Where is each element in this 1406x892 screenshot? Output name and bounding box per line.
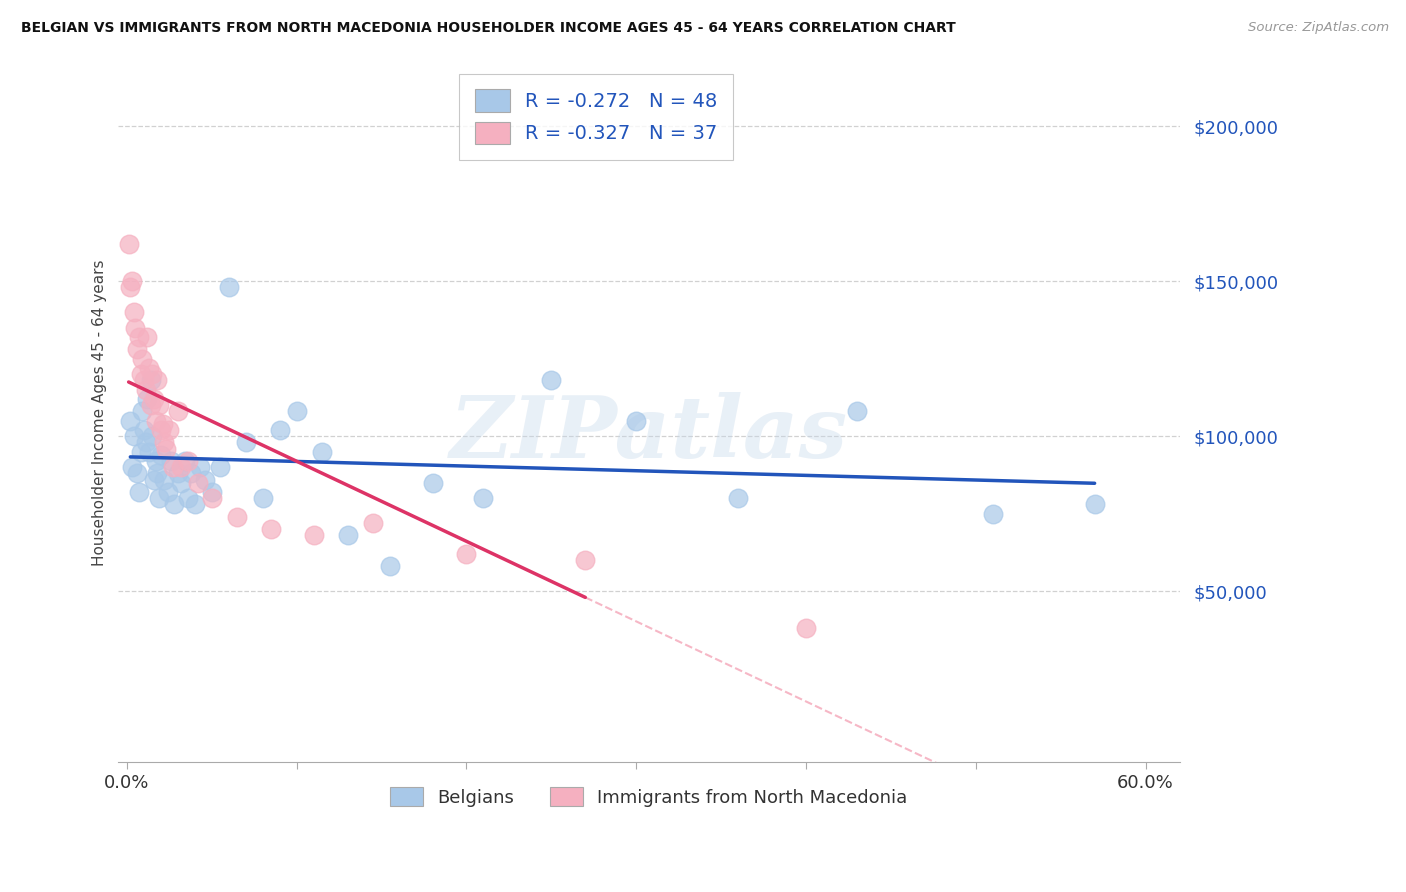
Point <box>201 491 224 506</box>
Point <box>121 460 143 475</box>
Point <box>336 528 359 542</box>
Point <box>143 392 166 406</box>
Point <box>540 373 562 387</box>
Point <box>120 414 142 428</box>
Text: Source: ZipAtlas.com: Source: ZipAtlas.com <box>1249 21 1389 34</box>
Point <box>146 373 169 387</box>
Text: BELGIAN VS IMMIGRANTS FROM NORTH MACEDONIA HOUSEHOLDER INCOME AGES 45 - 64 YEARS: BELGIAN VS IMMIGRANTS FROM NORTH MACEDON… <box>21 21 956 35</box>
Point <box>422 475 444 490</box>
Point <box>167 467 190 481</box>
Point <box>129 367 152 381</box>
Point <box>156 485 179 500</box>
Point <box>141 367 163 381</box>
Point <box>128 485 150 500</box>
Point <box>160 454 183 468</box>
Text: ZIPatlas: ZIPatlas <box>450 392 848 475</box>
Point <box>167 404 190 418</box>
Legend: Belgians, Immigrants from North Macedonia: Belgians, Immigrants from North Macedoni… <box>381 778 917 815</box>
Point <box>148 398 170 412</box>
Point <box>153 435 176 450</box>
Point <box>170 475 193 490</box>
Point <box>209 460 232 475</box>
Point <box>252 491 274 506</box>
Y-axis label: Householder Income Ages 45 - 64 years: Householder Income Ages 45 - 64 years <box>93 260 107 566</box>
Point <box>149 448 172 462</box>
Point <box>128 330 150 344</box>
Point <box>153 473 176 487</box>
Point <box>472 491 495 506</box>
Point <box>170 460 193 475</box>
Point <box>180 467 202 481</box>
Point <box>139 373 162 387</box>
Point <box>129 444 152 458</box>
Point <box>157 423 180 437</box>
Point <box>845 404 868 418</box>
Point <box>138 361 160 376</box>
Point <box>285 404 308 418</box>
Point <box>361 516 384 530</box>
Point <box>201 485 224 500</box>
Point <box>1084 497 1107 511</box>
Point <box>124 320 146 334</box>
Point <box>574 553 596 567</box>
Point <box>148 491 170 506</box>
Point <box>727 491 749 506</box>
Point <box>131 404 153 418</box>
Point <box>981 507 1004 521</box>
Point <box>145 414 167 428</box>
Point <box>194 473 217 487</box>
Point <box>146 467 169 481</box>
Point <box>122 429 145 443</box>
Point <box>135 383 157 397</box>
Point <box>145 454 167 468</box>
Point <box>136 330 159 344</box>
Point <box>218 280 240 294</box>
Point <box>302 528 325 542</box>
Point <box>135 435 157 450</box>
Point <box>117 236 139 251</box>
Point <box>177 454 200 468</box>
Point <box>152 417 174 431</box>
Point <box>260 522 283 536</box>
Point <box>626 414 648 428</box>
Point <box>794 622 817 636</box>
Point <box>138 444 160 458</box>
Point <box>131 351 153 366</box>
Point <box>456 547 478 561</box>
Point <box>143 473 166 487</box>
Point <box>136 392 159 406</box>
Point <box>188 460 211 475</box>
Point <box>149 423 172 437</box>
Point <box>132 373 155 387</box>
Point <box>162 460 184 475</box>
Point <box>127 467 149 481</box>
Point <box>120 280 142 294</box>
Point <box>378 559 401 574</box>
Point <box>141 429 163 443</box>
Point <box>132 423 155 437</box>
Point <box>163 497 186 511</box>
Point <box>184 497 207 511</box>
Point <box>155 442 177 456</box>
Point <box>311 444 333 458</box>
Point <box>269 423 291 437</box>
Point <box>127 343 149 357</box>
Point <box>226 509 249 524</box>
Point <box>173 454 195 468</box>
Point <box>177 491 200 506</box>
Point <box>122 305 145 319</box>
Point <box>121 274 143 288</box>
Point <box>139 398 162 412</box>
Point <box>187 475 209 490</box>
Point <box>235 435 257 450</box>
